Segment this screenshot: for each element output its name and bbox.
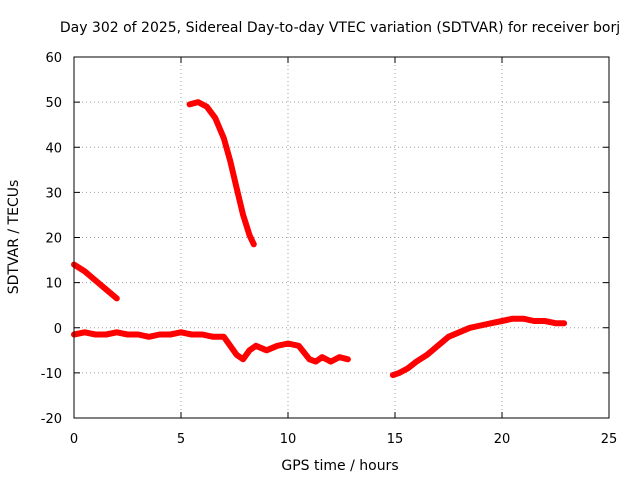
plot-frame bbox=[73, 56, 610, 419]
y-axis-label: SDTVAR / TECUs bbox=[6, 180, 22, 295]
axis-ticks: 0 5 10 15 20 25 -20 -10 0 10 20 30 40 50 60 bbox=[41, 51, 618, 447]
y-tick-label: 40 bbox=[45, 141, 62, 156]
y-tick-label: 50 bbox=[45, 96, 62, 111]
x-tick-label: 25 bbox=[601, 432, 618, 447]
x-axis-label: GPS time / hours bbox=[281, 458, 398, 474]
series-line-segment-d bbox=[389, 315, 568, 379]
y-tick-label: 0 bbox=[54, 322, 62, 337]
y-tick-label: 10 bbox=[45, 277, 62, 292]
series-line-segment-c bbox=[71, 329, 351, 365]
y-tick-label: -20 bbox=[41, 412, 62, 427]
series-line-segment-a bbox=[71, 261, 120, 302]
y-tick-label: 60 bbox=[45, 51, 62, 66]
y-tick-label: -10 bbox=[41, 367, 62, 382]
x-tick-label: 10 bbox=[280, 432, 297, 447]
series-group bbox=[71, 99, 568, 379]
y-tick-label: 20 bbox=[45, 232, 62, 247]
series-line-segment-b bbox=[186, 99, 257, 248]
x-tick-label: 15 bbox=[387, 432, 404, 447]
chart-title: Day 302 of 2025, Sidereal Day-to-day VTE… bbox=[60, 20, 620, 36]
x-tick-label: 0 bbox=[70, 432, 78, 447]
y-tick-label: 30 bbox=[45, 186, 62, 201]
x-tick-label: 5 bbox=[177, 432, 185, 447]
grid bbox=[74, 57, 609, 418]
x-tick-label: 20 bbox=[494, 432, 511, 447]
